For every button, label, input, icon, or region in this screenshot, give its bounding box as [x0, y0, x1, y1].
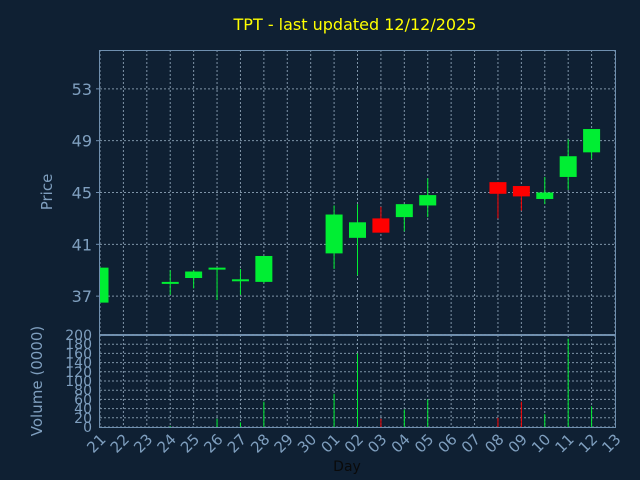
candle-08	[489, 182, 507, 219]
candle-body	[325, 214, 343, 254]
price-tick-label: 45	[72, 184, 92, 203]
price-tick-label: 37	[72, 287, 92, 306]
volume-tick-label: 140	[65, 356, 92, 372]
volume-tick-label: 40	[74, 402, 92, 418]
volume-tick-label: 180	[65, 337, 92, 353]
candle-body	[512, 186, 530, 197]
price-tick-label: 53	[72, 80, 92, 99]
volume-tick-label: 160	[65, 346, 92, 362]
price-tick-labels: 37 41 45 49 53	[72, 80, 100, 306]
x-tick-label: 24	[154, 430, 180, 456]
candle-body	[419, 195, 437, 206]
x-tick-labels: 2122232425262728293001020304050607080910…	[83, 430, 624, 456]
volume-bars	[169, 338, 593, 427]
chart-title: TPT - last updated 12/12/2025	[233, 15, 477, 34]
candle-03	[372, 206, 390, 233]
candle-24	[161, 270, 179, 295]
price-tick-label: 49	[72, 132, 92, 151]
candle-body	[395, 204, 413, 218]
x-tick-label: 08	[481, 430, 507, 456]
x-tick-label: 02	[341, 430, 367, 456]
x-tick-label: 28	[247, 430, 273, 456]
candle-27	[231, 268, 249, 295]
volume-tick-label: 100	[65, 374, 92, 390]
candle-body	[349, 222, 366, 238]
candle-26	[208, 267, 226, 301]
x-axis-label: Day	[333, 459, 361, 475]
candle-02	[349, 204, 366, 276]
candle-12	[583, 129, 601, 159]
x-tick-label: 07	[458, 430, 484, 456]
x-tick-label: 06	[434, 430, 460, 456]
x-tick-label: 23	[130, 430, 156, 456]
candle-05	[419, 178, 437, 218]
x-tick-label: 03	[364, 430, 390, 456]
x-tick-label: 26	[200, 430, 226, 456]
candle-21	[99, 267, 109, 303]
volume-tick-label: 200	[65, 328, 92, 344]
candle-28	[255, 255, 273, 284]
volume-axis-label: Volume (0000)	[28, 326, 46, 436]
candle-body	[185, 271, 203, 278]
x-tick-label: 27	[224, 430, 250, 456]
x-tick-label: 22	[107, 430, 133, 456]
x-tick-label: 12	[575, 430, 601, 456]
volume-tick-label: 80	[74, 383, 92, 399]
candle-body	[208, 267, 226, 270]
candle-body	[536, 192, 554, 199]
candle-body	[372, 218, 390, 233]
x-tick-label: 01	[317, 430, 343, 456]
x-tick-label: 13	[598, 430, 624, 456]
x-tick-label: 11	[552, 430, 578, 456]
candle-09	[512, 186, 530, 211]
candle-25	[185, 270, 203, 289]
volume-tick-label: 20	[74, 411, 92, 427]
price-tick-label: 41	[72, 235, 92, 254]
x-tick-label: 30	[294, 430, 320, 456]
price-panel: 37 41 45 49 53 Price	[38, 50, 616, 335]
candle-body	[100, 267, 109, 303]
volume-tick-label: 60	[74, 392, 92, 408]
x-tick-label: 25	[177, 430, 203, 456]
volume-tick-label: 0	[83, 420, 92, 436]
price-candles	[99, 129, 601, 303]
candle-body	[231, 279, 249, 282]
candle-body	[559, 156, 577, 177]
x-tick-label: 29	[271, 430, 297, 456]
volume-tick-label: 120	[65, 365, 92, 381]
candle-04	[395, 204, 413, 232]
x-tick-label: 04	[388, 430, 414, 456]
candle-01	[325, 205, 343, 269]
x-tick-label: 05	[411, 430, 437, 456]
candle-body	[583, 129, 601, 153]
volume-frame	[99, 335, 616, 428]
candle-11	[559, 139, 577, 190]
candle-body	[161, 281, 179, 284]
candle-body	[255, 255, 273, 282]
x-tick-label: 09	[505, 430, 531, 456]
candle-10	[536, 176, 554, 205]
x-tick-label: 10	[528, 430, 554, 456]
price-axis-label: Price	[38, 174, 56, 211]
candle-body	[489, 182, 507, 194]
